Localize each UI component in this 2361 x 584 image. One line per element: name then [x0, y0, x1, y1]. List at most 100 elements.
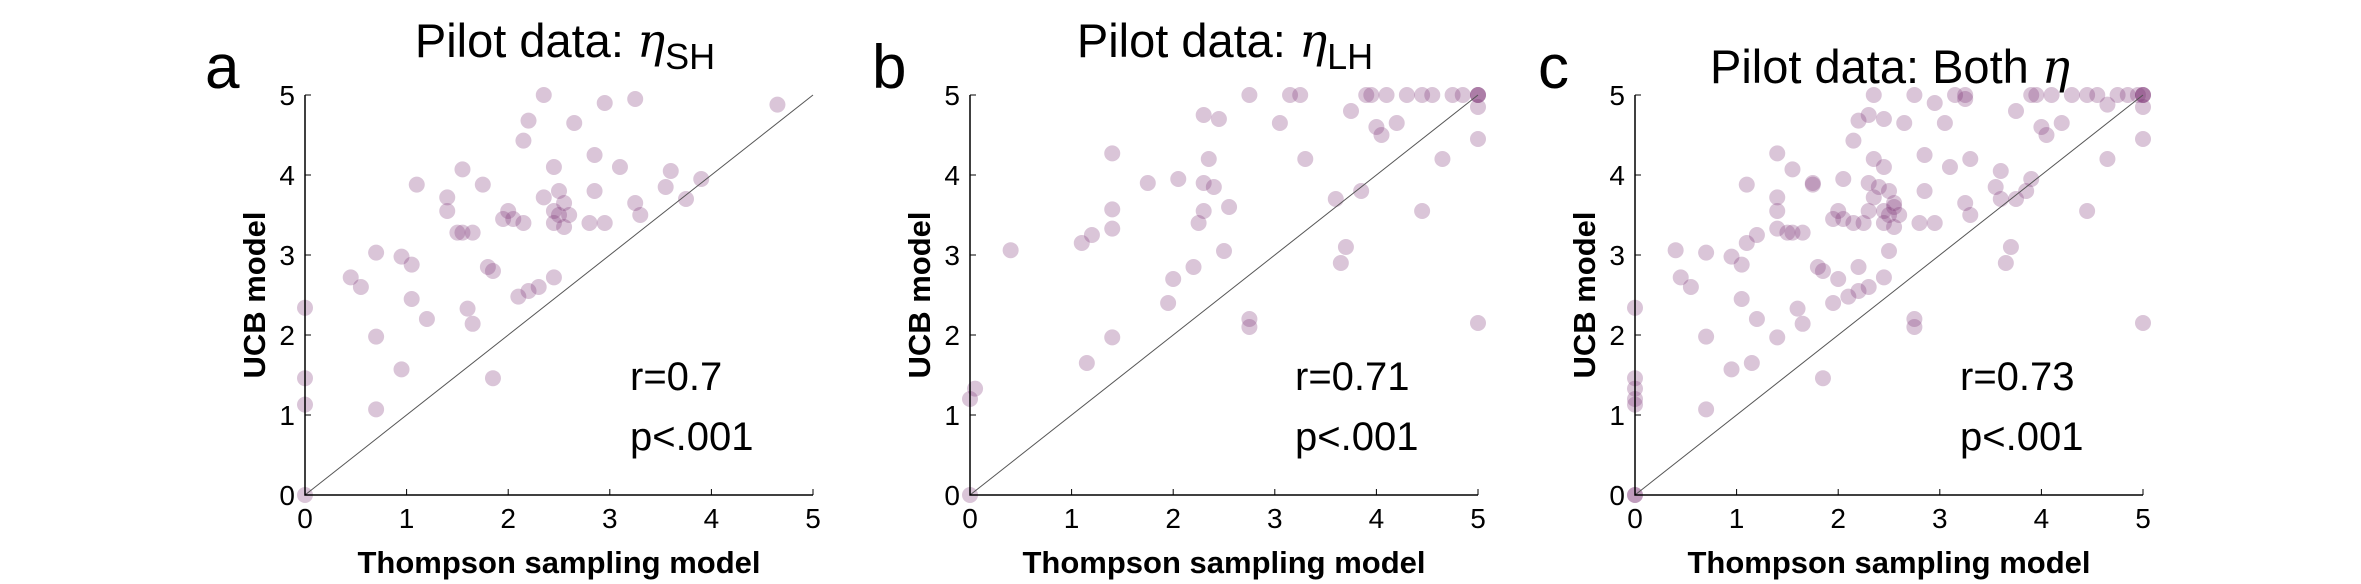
panel-c-point-91 [1997, 255, 2014, 271]
panel-c-point-77 [1916, 183, 1933, 199]
panel-c-point-93 [2008, 191, 2024, 207]
panel-c-y-ticks: 0 1 2 3 4 5 [1609, 80, 1641, 511]
panel-a-point-13 [408, 176, 425, 193]
panel-a-point-32 [515, 132, 532, 149]
panel-c-point-44 [1840, 288, 1857, 305]
panel-c-point-47 [1850, 112, 1867, 129]
panel-c-point-106 [2089, 87, 2106, 103]
panel-c-point-48 [1850, 283, 1867, 299]
panel-c-point-28 [1784, 224, 1801, 241]
panel-b-point-54 [1470, 131, 1486, 147]
panel-a-stat-r: r=0.7 [630, 355, 722, 399]
panel-c-point-88 [1987, 179, 2004, 195]
panel-a-point-27 [495, 211, 512, 227]
panel-c-x-tick-label-4: 4 [2034, 503, 2050, 534]
panel-c-point-57 [1865, 151, 1882, 167]
panel-a-point-46 [561, 207, 578, 223]
panel-c-x-tick-label-3: 3 [1932, 503, 1948, 534]
panel-b-point-7 [1104, 329, 1121, 346]
panel-c-point-81 [1941, 159, 1958, 175]
panel-c-point-10 [1698, 244, 1715, 261]
panel-a-point-22 [464, 315, 481, 332]
panel-a-points [297, 87, 786, 503]
panel-a-point-49 [586, 147, 603, 163]
panel-c-point-66 [1881, 243, 1897, 259]
panel-c-point-63 [1875, 111, 1892, 127]
panel-a-point-31 [515, 215, 532, 231]
panel-c-title-text: Pilot data: Both [1710, 40, 2042, 93]
panel-b-point-9 [1104, 201, 1121, 218]
panel-a-point-20 [459, 300, 476, 317]
panel-c-point-13 [1723, 248, 1740, 265]
panel-c-point-111 [2129, 87, 2146, 103]
panel-c-point-41 [1830, 271, 1847, 287]
panel-a-point-59 [678, 191, 694, 207]
panel-c-x-tick-label-2: 2 [1830, 503, 1846, 534]
panel-b-point-29 [1282, 87, 1299, 103]
panel-c-point-101 [2043, 87, 2060, 103]
panel-a-title-symbol: η [637, 14, 665, 69]
panel-c-point-30 [1789, 300, 1806, 317]
panel-b-y-tick-label-2: 2 [944, 320, 960, 351]
panel-c-point-7 [1667, 242, 1684, 259]
panel-c-point-12 [1698, 401, 1715, 418]
panel-c-point-54 [1860, 175, 1877, 191]
panel-b-point-5 [1078, 355, 1095, 371]
panel-b-point-49 [1454, 87, 1471, 103]
panel-c-point-33 [1804, 176, 1821, 193]
panel-a-point-45 [556, 219, 573, 235]
panel-b-point-17 [1195, 203, 1212, 219]
panel-c-point-16 [1733, 256, 1750, 273]
panel-c-point-55 [1865, 189, 1882, 206]
panel-b-point-44 [1414, 87, 1431, 103]
panel-c-point-9 [1682, 279, 1699, 295]
panel-b-letter: b [872, 33, 906, 102]
panel-a-point-42 [551, 207, 567, 223]
panel-c-point-53 [1860, 107, 1877, 123]
panel-b-y-tick-label-4: 4 [944, 160, 960, 191]
panel-c-point-29 [1784, 161, 1801, 178]
panel-c-point-94 [2008, 103, 2024, 119]
panel-c-point-31 [1794, 224, 1811, 241]
panel-b-points [962, 87, 1486, 503]
panel-c-point-117 [2135, 315, 2151, 331]
panel-b-point-2 [967, 380, 984, 397]
panel-a-point-54 [627, 195, 644, 211]
panel-a-x-tick-label-5: 5 [805, 503, 821, 534]
panel-c-point-42 [1835, 211, 1852, 227]
panel-c-point-34 [1804, 175, 1821, 191]
panel-b-point-11 [1139, 175, 1156, 191]
panel-a-point-26 [484, 263, 501, 279]
panel-a-point-4 [342, 269, 359, 286]
panel-b-point-21 [1205, 179, 1222, 195]
panel-a-point-43 [551, 183, 567, 199]
panel-b-point-22 [1210, 111, 1227, 127]
panel-c-point-18 [1738, 235, 1755, 251]
panel-a-title-subscript: SH [665, 36, 715, 77]
panel-b-y-tick-label-3: 3 [944, 240, 960, 271]
panel-b-x-tick-label-2: 2 [1165, 503, 1181, 534]
panel-b-point-37 [1358, 87, 1375, 103]
panel-c-point-115 [2135, 99, 2151, 115]
panel-a-point-17 [449, 224, 466, 241]
panel-c-diagonal [1634, 94, 2144, 496]
panel-b-point-40 [1373, 127, 1390, 143]
panel-a-point-51 [596, 95, 613, 111]
panel-c-point-108 [2099, 151, 2116, 167]
panel-b-point-18 [1195, 107, 1212, 123]
panel-b-point-26 [1241, 311, 1258, 327]
panel-a-point-36 [535, 189, 552, 206]
panel-a-point-9 [393, 248, 410, 265]
panel-a-y-label: UCB model [237, 211, 272, 378]
panel-a-y-tick-label-1: 1 [279, 400, 295, 431]
panel-c-x-tick-label-0: 0 [1627, 503, 1643, 534]
panel-b-point-25 [1241, 319, 1258, 335]
panel-c-point-86 [1962, 207, 1979, 223]
panel-c-point-43 [1835, 171, 1852, 187]
panel-b-point-38 [1363, 87, 1380, 103]
panel-c-point-100 [2038, 127, 2055, 143]
panel-a-point-16 [439, 203, 456, 219]
panel-c-point-26 [1769, 145, 1786, 162]
panel-a-x-tick-label-1: 1 [399, 503, 415, 534]
